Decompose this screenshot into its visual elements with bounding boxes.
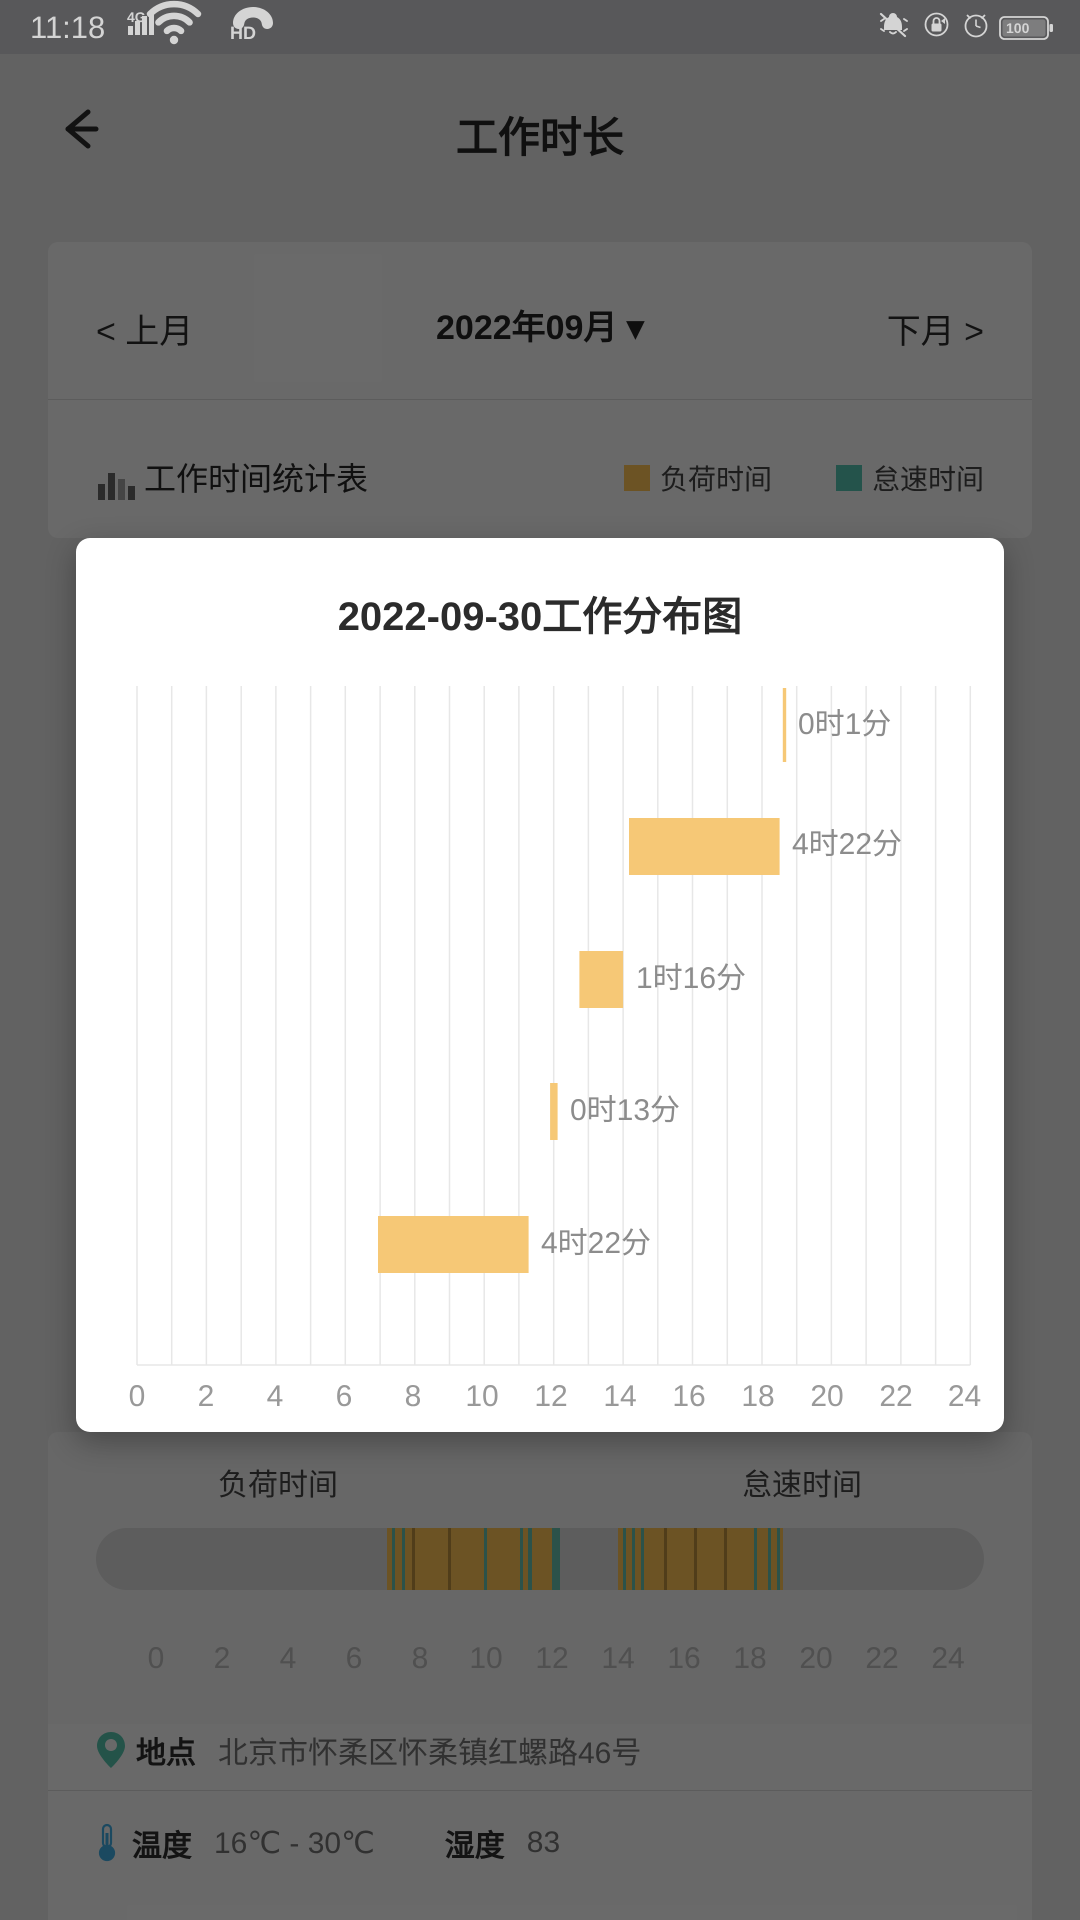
svg-text:4时22分: 4时22分: [792, 828, 902, 861]
svg-text:0: 0: [129, 1380, 146, 1413]
svg-text:18: 18: [741, 1380, 774, 1413]
svg-text:2: 2: [198, 1380, 215, 1413]
svg-text:4: 4: [267, 1380, 284, 1413]
svg-text:HD: HD: [230, 23, 256, 43]
svg-text:0时1分: 0时1分: [798, 708, 891, 741]
svg-text:24: 24: [948, 1380, 981, 1413]
svg-text:8: 8: [405, 1380, 422, 1413]
svg-text:4时22分: 4时22分: [541, 1227, 651, 1260]
svg-text:0时13分: 0时13分: [570, 1094, 680, 1127]
svg-text:11:18: 11:18: [30, 10, 105, 45]
svg-text:12: 12: [534, 1380, 567, 1413]
svg-text:16: 16: [672, 1380, 705, 1413]
svg-text:14: 14: [603, 1380, 636, 1413]
svg-text:20: 20: [810, 1380, 843, 1413]
svg-text:6: 6: [336, 1380, 353, 1413]
svg-text:100: 100: [1006, 20, 1030, 36]
svg-text:22: 22: [879, 1380, 912, 1413]
svg-text:1时16分: 1时16分: [636, 962, 746, 995]
svg-text:10: 10: [465, 1380, 498, 1413]
